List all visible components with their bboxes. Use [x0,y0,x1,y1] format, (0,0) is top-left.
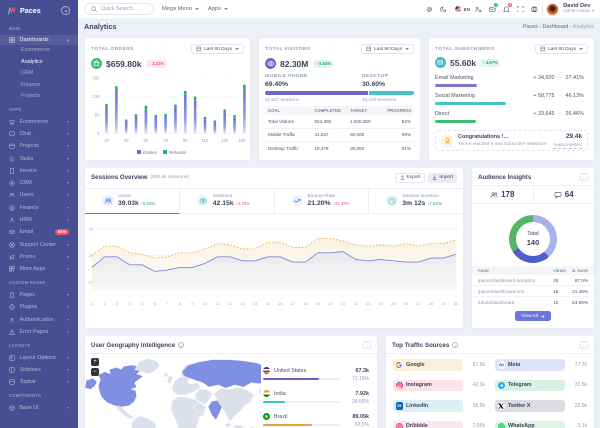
svg-text:29: 29 [441,301,446,306]
svg-text:100: 100 [92,94,100,99]
svg-text:18: 18 [303,301,308,306]
svg-text:30: 30 [89,226,94,231]
svg-text:3: 3 [116,301,119,306]
svg-text:12: 12 [228,301,233,306]
svg-text:30: 30 [454,301,459,306]
svg-text:50: 50 [95,113,100,118]
svg-text:6: 6 [154,301,157,306]
svg-text:21: 21 [341,301,346,306]
svg-text:5: 5 [141,301,144,306]
svg-text:22: 22 [353,301,358,306]
svg-text:20: 20 [89,253,94,258]
svg-text:28: 28 [429,301,434,306]
svg-text:26: 26 [404,301,409,306]
svg-text:10: 10 [89,279,94,284]
svg-text:27: 27 [416,301,421,306]
svg-text:130: 130 [221,138,229,143]
svg-text:2: 2 [103,301,106,306]
svg-text:13: 13 [240,301,245,306]
svg-text:0: 0 [97,131,100,136]
svg-text:14: 14 [253,301,258,306]
svg-text:10: 10 [104,138,109,143]
svg-text:9: 9 [191,301,194,306]
svg-text:110: 110 [202,138,209,143]
svg-text:1: 1 [91,301,94,306]
svg-text:11: 11 [215,301,220,306]
svg-text:50: 50 [144,138,149,143]
svg-text:Orders: Orders [143,150,158,155]
svg-text:19: 19 [316,301,321,306]
svg-text:150: 150 [92,76,100,81]
svg-text:90: 90 [183,138,188,143]
svg-text:30: 30 [124,138,129,143]
svg-text:20: 20 [328,301,333,306]
svg-text:70: 70 [163,138,168,143]
svg-text:150: 150 [238,138,246,143]
svg-text:10: 10 [203,301,208,306]
svg-text:24: 24 [378,301,383,306]
svg-text:25: 25 [391,301,396,306]
svg-text:4: 4 [129,301,132,306]
svg-text:15: 15 [265,301,270,306]
svg-text:17: 17 [291,301,296,306]
svg-text:16: 16 [278,301,283,306]
svg-text:7: 7 [166,301,169,306]
svg-text:Refunds: Refunds [169,150,187,155]
svg-text:23: 23 [366,301,371,306]
svg-text:8: 8 [179,301,182,306]
